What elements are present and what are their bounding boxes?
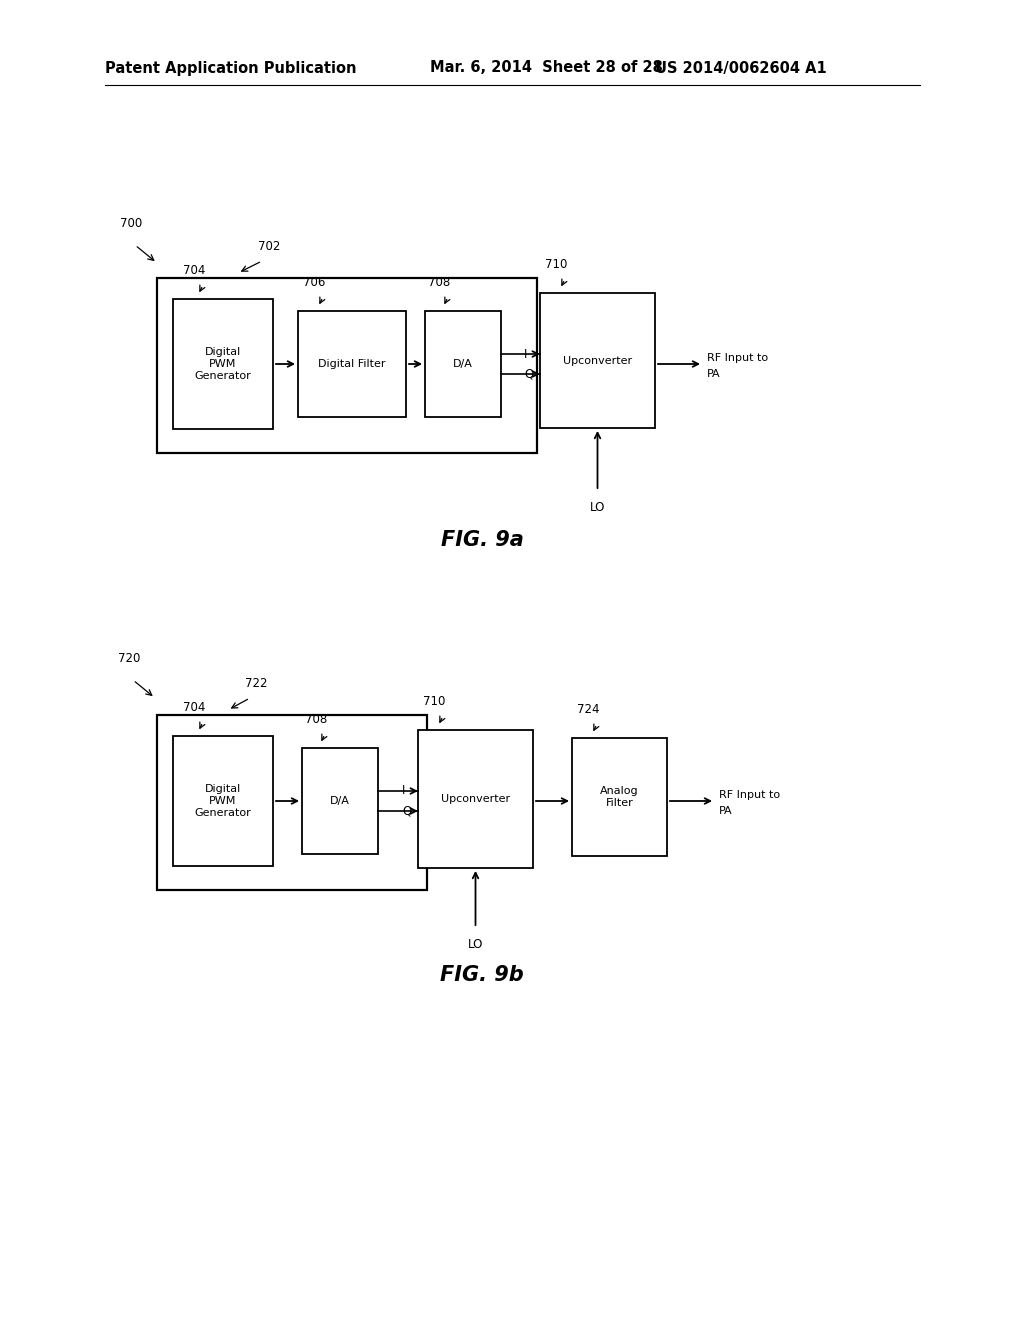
Text: 710: 710 — [545, 257, 567, 271]
Text: 720: 720 — [118, 652, 140, 665]
Text: 704: 704 — [183, 264, 206, 277]
Text: US 2014/0062604 A1: US 2014/0062604 A1 — [655, 61, 826, 75]
Text: LO: LO — [468, 939, 483, 950]
Text: 706: 706 — [303, 276, 326, 289]
Text: 722: 722 — [245, 677, 267, 690]
Text: 724: 724 — [577, 704, 599, 715]
Text: Digital Filter: Digital Filter — [318, 359, 386, 370]
Text: Mar. 6, 2014  Sheet 28 of 28: Mar. 6, 2014 Sheet 28 of 28 — [430, 61, 663, 75]
Text: D/A: D/A — [453, 359, 473, 370]
Bar — [302, 748, 378, 854]
Text: LO: LO — [590, 502, 605, 513]
Text: Digital
PWM
Generator: Digital PWM Generator — [195, 347, 251, 380]
Bar — [173, 300, 273, 429]
Bar — [572, 738, 667, 855]
Text: 700: 700 — [120, 216, 142, 230]
Text: PA: PA — [707, 370, 721, 379]
Text: Upconverter: Upconverter — [563, 355, 632, 366]
Text: FIG. 9a: FIG. 9a — [440, 531, 523, 550]
Bar — [298, 312, 406, 417]
Text: D/A: D/A — [330, 796, 350, 807]
Text: Q: Q — [402, 804, 412, 817]
Text: 704: 704 — [183, 701, 206, 714]
Bar — [425, 312, 501, 417]
Bar — [418, 730, 534, 869]
Text: Q: Q — [524, 367, 534, 380]
Text: RF Input to: RF Input to — [719, 789, 780, 800]
Text: 708: 708 — [428, 276, 451, 289]
Text: Analog
Filter: Analog Filter — [600, 787, 639, 808]
Text: FIG. 9b: FIG. 9b — [440, 965, 524, 985]
Text: PA: PA — [719, 807, 732, 816]
Text: 702: 702 — [258, 240, 281, 253]
Text: I: I — [402, 784, 406, 797]
Bar — [157, 279, 537, 453]
Text: 708: 708 — [305, 713, 328, 726]
Text: Digital
PWM
Generator: Digital PWM Generator — [195, 784, 251, 817]
Bar — [173, 737, 273, 866]
Text: Upconverter: Upconverter — [441, 795, 510, 804]
Bar — [540, 293, 655, 428]
Text: Patent Application Publication: Patent Application Publication — [105, 61, 356, 75]
Text: RF Input to: RF Input to — [707, 352, 768, 363]
Text: 710: 710 — [423, 696, 445, 708]
Text: I: I — [524, 347, 527, 360]
Bar — [157, 715, 427, 890]
